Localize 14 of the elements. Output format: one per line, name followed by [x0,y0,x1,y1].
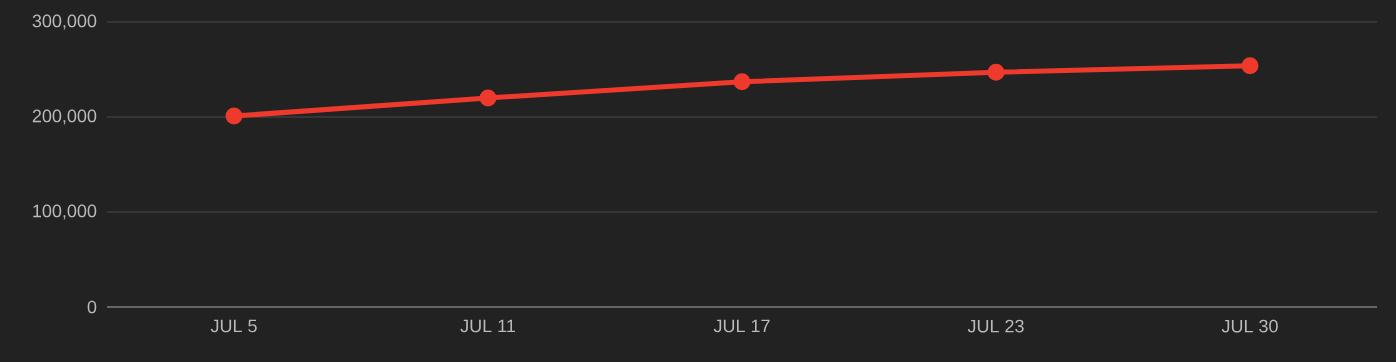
x-tick-label: JUL 11 [460,319,515,333]
y-tick-label: 0 [87,300,97,314]
point [987,63,1005,81]
point [733,73,751,91]
x-tick-label: JUL 5 [210,319,257,333]
point [225,107,243,125]
point [479,89,497,107]
y-tick-label: 200,000 [32,109,97,125]
y-tick-label: 300,000 [32,14,97,30]
point [1241,57,1259,75]
x-tick-label: JUL 23 [967,319,1024,333]
x-tick-label: JUL 17 [713,319,770,333]
y-tick-label: 100,000 [33,204,97,220]
x-tick-label: JUL 30 [1221,319,1278,333]
